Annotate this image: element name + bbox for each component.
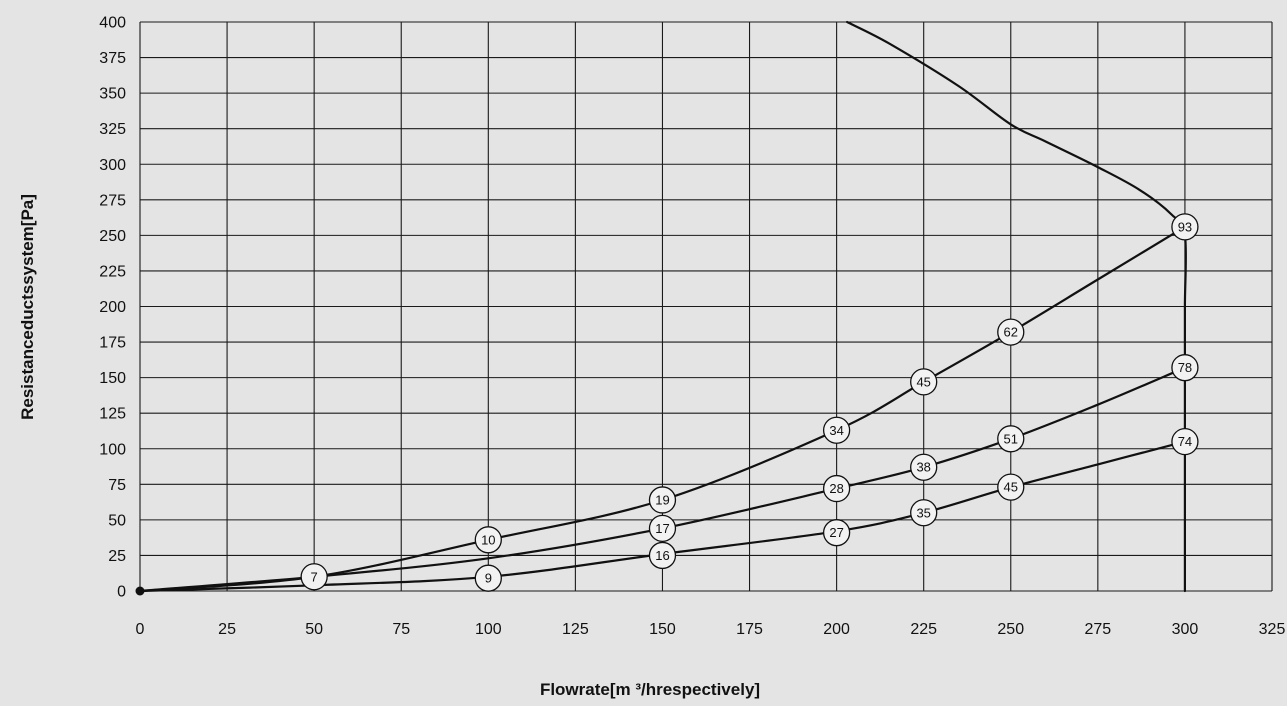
data-label-badge: 74 (1171, 427, 1199, 456)
badge-circle (910, 368, 938, 396)
system-curve-line-2 (138, 366, 1186, 593)
x-tick-label: 125 (562, 621, 589, 638)
y-tick-label: 350 (99, 86, 126, 103)
y-tick-label: 0 (117, 584, 126, 601)
data-label-badge: 28 (822, 474, 851, 503)
data-label-badge: 7 (300, 563, 328, 591)
y-tick-label: 150 (99, 370, 126, 387)
badge-value: 28 (829, 481, 843, 496)
data-label-badge: 38 (910, 453, 938, 481)
y-tick-label: 100 (99, 441, 126, 458)
badge-circle (474, 564, 502, 592)
badge-value: 93 (1178, 219, 1192, 234)
y-tick-label: 225 (99, 263, 126, 280)
y-tick-label: 375 (99, 50, 126, 67)
badge-circle (997, 473, 1025, 501)
x-axis-title: Flowrate[m ³/hrespectively] (540, 680, 760, 699)
x-tick-label: 75 (392, 621, 410, 638)
data-label-badge: 35 (910, 499, 938, 527)
badge-circle (648, 514, 677, 543)
badge-value: 9 (485, 571, 492, 586)
badge-value: 35 (916, 505, 930, 520)
x-tick-label: 250 (997, 621, 1024, 638)
data-label-badge: 93 (1171, 213, 1199, 241)
badge-circle (822, 474, 851, 503)
badge-value: 74 (1178, 434, 1192, 449)
fan-curve-line (846, 20, 1188, 593)
y-tick-label: 250 (99, 228, 126, 245)
badge-value: 78 (1178, 360, 1192, 375)
series-lines (135, 20, 1188, 596)
x-tick-label: 300 (1172, 621, 1199, 638)
y-tick-label: 400 (99, 15, 126, 32)
x-tick-label: 0 (136, 621, 145, 638)
data-label-badge: 9 (474, 564, 502, 592)
data-label-badge: 19 (648, 486, 677, 514)
badge-circle (474, 526, 502, 554)
badge-circle (300, 563, 328, 591)
x-tick-label: 325 (1259, 621, 1286, 638)
badge-value: 16 (655, 548, 669, 563)
y-tick-label: 50 (108, 512, 126, 529)
badge-circle (997, 425, 1025, 453)
x-axis-ticks: 0 25 50 75 100 125 150 175 200 225 250 275 300 325 (136, 621, 1286, 638)
badge-circle (648, 541, 677, 570)
data-label-badge: 27 (822, 519, 851, 547)
y-tick-label: 75 (108, 477, 126, 494)
badge-value: 62 (1004, 325, 1018, 340)
grid (139, 21, 1273, 592)
badge-value: 17 (655, 521, 669, 536)
y-tick-label: 300 (99, 157, 126, 174)
y-tick-label: 175 (99, 335, 126, 352)
badge-circle (1171, 354, 1199, 382)
y-axis-title: Resistanceductssystem[Pa] (18, 194, 37, 420)
y-tick-label: 125 (99, 406, 126, 423)
data-label-badge: 16 (648, 541, 677, 570)
x-tick-label: 225 (910, 621, 937, 638)
badge-value: 45 (916, 374, 930, 389)
badge-circle (648, 486, 677, 514)
x-tick-label: 100 (475, 621, 502, 638)
data-label-badge: 51 (997, 425, 1025, 453)
badge-circle (997, 318, 1025, 346)
data-label-badge: 10 (474, 526, 502, 554)
badge-value: 34 (829, 423, 843, 438)
badge-value: 45 (1004, 480, 1018, 495)
badge-value: 51 (1004, 431, 1018, 446)
data-label-badge: 45 (910, 368, 938, 396)
badge-value: 19 (655, 492, 669, 507)
y-tick-label: 200 (99, 299, 126, 316)
y-tick-label: 25 (108, 548, 126, 565)
data-label-badge: 62 (997, 318, 1025, 346)
y-axis-ticks: 0 25 50 75 100 125 150 175 200 225 250 275 300 325 350… (99, 15, 126, 601)
system-curve-line-1 (138, 225, 1186, 593)
x-tick-label: 150 (649, 621, 676, 638)
badge-circle (910, 453, 938, 481)
badge-value: 7 (311, 569, 318, 584)
badge-circle (822, 519, 851, 547)
data-label-badge: 78 (1171, 354, 1199, 382)
data-label-badge: 17 (648, 514, 677, 543)
y-tick-label: 275 (99, 192, 126, 209)
badge-value: 10 (481, 532, 495, 547)
data-label-badge: 34 (822, 416, 851, 444)
system-curve-line-3 (138, 440, 1186, 593)
x-tick-label: 275 (1084, 621, 1111, 638)
y-tick-label: 325 (99, 121, 126, 138)
badge-value: 27 (829, 525, 843, 540)
badge-circle (1171, 427, 1199, 456)
badge-circle (1171, 213, 1199, 241)
data-label-badge: 45 (997, 473, 1025, 501)
x-tick-label: 25 (218, 621, 236, 638)
badge-circle (822, 416, 851, 444)
x-tick-label: 200 (823, 621, 850, 638)
data-labels: 7 10 19 34 45 62 93 17 28 38 51 78 9 16 27 35 45 74 (300, 213, 1199, 592)
x-tick-label: 50 (305, 621, 323, 638)
badge-circle (910, 499, 938, 527)
origin-point (135, 586, 145, 596)
x-tick-label: 175 (736, 621, 763, 638)
badge-value: 38 (916, 460, 930, 475)
